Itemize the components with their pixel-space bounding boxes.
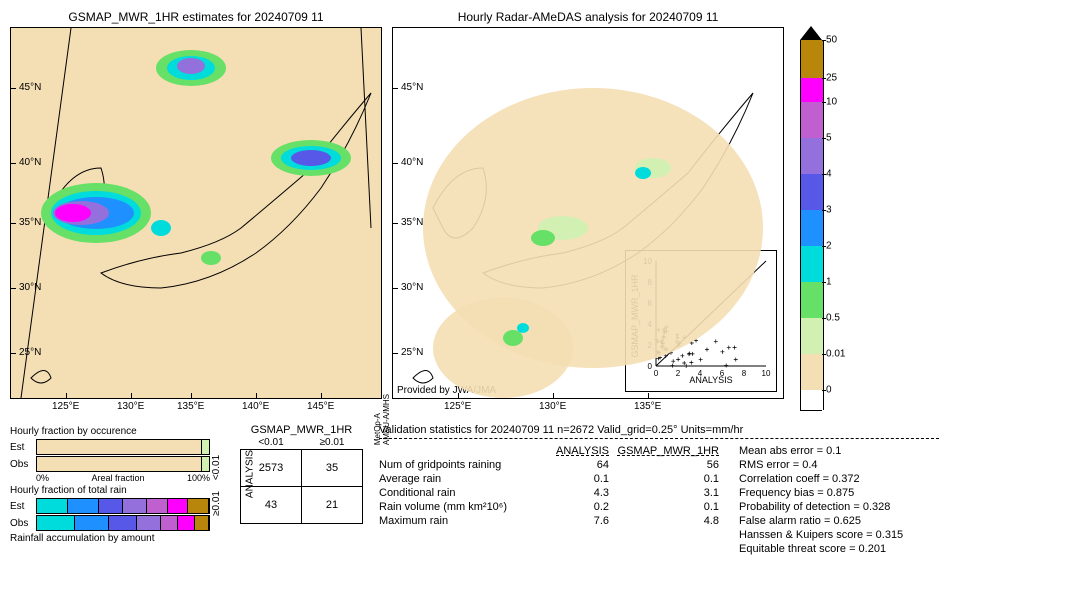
stats-metric: False alarm ratio = 0.625 [739,515,903,527]
colorbar-label: 10 [826,97,837,108]
bottom-row: Hourly fraction by occurence Est Obs 0% … [10,424,1070,557]
cont-title: GSMAP_MWR_1HR [240,424,363,436]
lon-tick: 125°E [444,401,471,412]
hourly-fraction-block: Hourly fraction by occurence Est Obs 0% … [10,424,210,546]
colorbar-segment [800,78,824,102]
stats-metric: Mean abs error = 0.1 [739,445,903,457]
stats-header: Validation statistics for 20240709 11 n=… [379,424,939,439]
colorbar-label: 0 [826,385,832,396]
map1-title: GSMAP_MWR_1HR estimates for 20240709 11 [10,10,382,24]
lon-tick: 130°E [117,401,144,412]
stats-metric: RMS error = 0.4 [739,459,903,471]
stats-row: Maximum rain7.64.8 [379,515,719,527]
map1-panel: GSMAP_MWR_1HR estimates for 20240709 11 … [10,10,382,399]
stats-metric: Frequency bias = 0.875 [739,487,903,499]
colorbar-segment [800,174,824,210]
colorbar-label: 1 [826,277,832,288]
stats-row: Conditional rain4.33.1 [379,487,719,499]
colorbar-segment [800,138,824,174]
stats-row: Num of gridpoints raining6456 [379,459,719,471]
colorbar-segment [800,210,824,246]
lat-tick: 35°N [19,217,41,228]
map1-box: 45°N40°N35°N30°N25°N125°E130°E135°E140°E… [10,27,382,399]
lat-tick: 30°N [19,282,41,293]
stats-row: Average rain0.10.1 [379,473,719,485]
lon-tick: 125°E [52,401,79,412]
lon-tick: 140°E [242,401,269,412]
colorbar-segment [800,390,824,410]
hf-tot-title: Hourly fraction of total rain [10,485,210,496]
colorbar-label: 2 [826,241,832,252]
cb-arrow-icon [800,26,822,40]
stats-row: Rain volume (mm km²10⁶)0.20.1 [379,501,719,513]
hf-accum-title: Rainfall accumulation by amount [10,533,210,544]
lat-tick: 40°N [19,157,41,168]
hf-occ-title: Hourly fraction by occurence [10,426,210,437]
map2-box: Provided by JWA/JMA ANALYSIS GSMAP_MWR_1… [392,27,784,399]
colorbar-label: 25 [826,73,837,84]
cont-row-title: ANALYSIS [245,450,256,498]
colorbar: 502510543210.50.010 [800,40,822,410]
cont-cell: 21 [302,487,363,524]
lat-tick: 30°N [401,282,423,293]
lon-tick: 130°E [539,401,566,412]
lat-tick: 25°N [401,347,423,358]
lon-tick: 135°E [634,401,661,412]
colorbar-segment [800,246,824,282]
colorbar-label: 4 [826,169,832,180]
hf-occ-est: Est [10,439,210,455]
lat-tick: 35°N [401,217,423,228]
colorbar-segment [800,102,824,138]
map2-panel: Hourly Radar-AMeDAS analysis for 2024070… [392,10,784,399]
lat-tick: 45°N [401,82,423,93]
hf-tot-est: Est [10,498,210,514]
colorbar-label: 0.01 [826,349,845,360]
lat-tick: 45°N [19,82,41,93]
stats-metric: Probability of detection = 0.328 [739,501,903,513]
top-row: GSMAP_MWR_1HR estimates for 20240709 11 … [10,10,1070,410]
colorbar-label: 5 [826,133,832,144]
lon-tick: 145°E [307,401,334,412]
lat-tick: 40°N [401,157,423,168]
lat-tick: 25°N [19,347,41,358]
colorbar-label: 50 [826,35,837,46]
map2-title: Hourly Radar-AMeDAS analysis for 2024070… [392,10,784,24]
colorbar-segment [800,40,824,78]
stats-metric: Equitable threat score = 0.201 [739,543,903,555]
colorbar-segment [800,354,824,390]
colorbar-label: 3 [826,205,832,216]
stats-metric: Correlation coeff = 0.372 [739,473,903,485]
map1-side-label: MetOp-A AMSU-A/MHS [373,394,391,445]
stats-block: Validation statistics for 20240709 11 n=… [379,424,939,557]
cont-cell: 35 [302,450,363,487]
colorbar-label: 0.5 [826,313,840,324]
contingency-table: GSMAP_MWR_1HR <0.01≥0.01 257335 4321 ANA… [240,424,363,524]
colorbar-segment [800,318,824,354]
hf-tot-obs: Obs [10,515,210,531]
stats-metrics: Mean abs error = 0.1 RMS error = 0.4 Corre… [739,443,903,557]
lon-tick: 135°E [177,401,204,412]
colorbar-segment [800,282,824,318]
hf-occ-obs: Obs [10,456,210,472]
colorbar-wrap: 502510543210.50.010 [800,10,822,410]
stats-metric: Hanssen & Kuipers score = 0.315 [739,529,903,541]
stats-col1: Validation statistics for 20240709 11 n=… [379,424,939,557]
